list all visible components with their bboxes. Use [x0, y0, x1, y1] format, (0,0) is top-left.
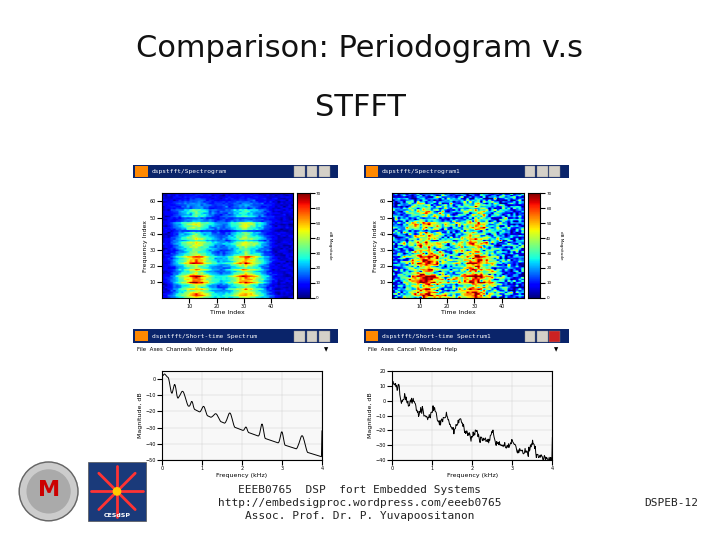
FancyBboxPatch shape	[88, 462, 146, 521]
Text: EEEB0765  DSP  fort Embedded Systems: EEEB0765 DSP fort Embedded Systems	[238, 485, 482, 495]
Text: ▼: ▼	[324, 347, 328, 352]
X-axis label: Time Index: Time Index	[210, 310, 245, 315]
Y-axis label: Frequency Index: Frequency Index	[143, 220, 148, 272]
FancyBboxPatch shape	[366, 166, 378, 177]
Y-axis label: dB Magnitude: dB Magnitude	[559, 231, 563, 260]
X-axis label: Time Index: Time Index	[441, 310, 475, 315]
Y-axis label: dB Magnitude: dB Magnitude	[328, 231, 333, 260]
FancyBboxPatch shape	[133, 165, 338, 178]
FancyBboxPatch shape	[364, 329, 569, 343]
FancyBboxPatch shape	[364, 165, 569, 178]
FancyBboxPatch shape	[549, 330, 560, 342]
X-axis label: Frequency (kHz): Frequency (kHz)	[447, 472, 498, 478]
Y-axis label: Frequency Index: Frequency Index	[374, 220, 379, 272]
Text: STFFT: STFFT	[315, 93, 405, 123]
Text: dspstfft/Short-time Spectrum1: dspstfft/Short-time Spectrum1	[382, 334, 491, 339]
FancyBboxPatch shape	[366, 331, 378, 341]
X-axis label: Frequency (kHz): Frequency (kHz)	[217, 472, 268, 478]
FancyBboxPatch shape	[319, 330, 330, 342]
Circle shape	[27, 470, 70, 513]
Y-axis label: Magnitude, dB: Magnitude, dB	[138, 393, 143, 438]
FancyBboxPatch shape	[135, 166, 148, 177]
Text: M: M	[37, 480, 60, 500]
FancyBboxPatch shape	[319, 166, 330, 177]
FancyBboxPatch shape	[525, 166, 536, 177]
Circle shape	[113, 488, 121, 495]
FancyBboxPatch shape	[549, 166, 560, 177]
FancyBboxPatch shape	[307, 166, 318, 177]
Text: File  Axes  Cancel  Window  Help: File Axes Cancel Window Help	[368, 347, 456, 352]
Text: File  Axes  Channels  Window  Help: File Axes Channels Window Help	[138, 347, 233, 352]
FancyBboxPatch shape	[294, 166, 305, 177]
Text: dspstfft/Short-time Spectrum: dspstfft/Short-time Spectrum	[152, 334, 256, 339]
Text: ▼: ▼	[554, 347, 559, 352]
FancyBboxPatch shape	[537, 330, 548, 342]
FancyBboxPatch shape	[133, 329, 338, 343]
Text: dspstfft/Spectrogram1: dspstfft/Spectrogram1	[382, 169, 461, 174]
FancyBboxPatch shape	[525, 330, 536, 342]
FancyBboxPatch shape	[537, 166, 548, 177]
Text: CESdSP: CESdSP	[104, 514, 130, 518]
Text: Assoc. Prof. Dr. P. Yuvapoositanon: Assoc. Prof. Dr. P. Yuvapoositanon	[246, 511, 474, 521]
Text: DSPEB-12: DSPEB-12	[644, 498, 698, 508]
FancyBboxPatch shape	[294, 330, 305, 342]
Y-axis label: Magnitude, dB: Magnitude, dB	[368, 393, 373, 438]
Text: http://embedsigproc.wordpress.com/eeeb0765: http://embedsigproc.wordpress.com/eeeb07…	[218, 498, 502, 508]
Text: dspstfft/Spectrogram: dspstfft/Spectrogram	[152, 169, 227, 174]
FancyBboxPatch shape	[135, 331, 148, 341]
Circle shape	[19, 462, 78, 521]
FancyBboxPatch shape	[307, 330, 318, 342]
Text: Comparison: Periodogram v.s: Comparison: Periodogram v.s	[137, 34, 583, 63]
